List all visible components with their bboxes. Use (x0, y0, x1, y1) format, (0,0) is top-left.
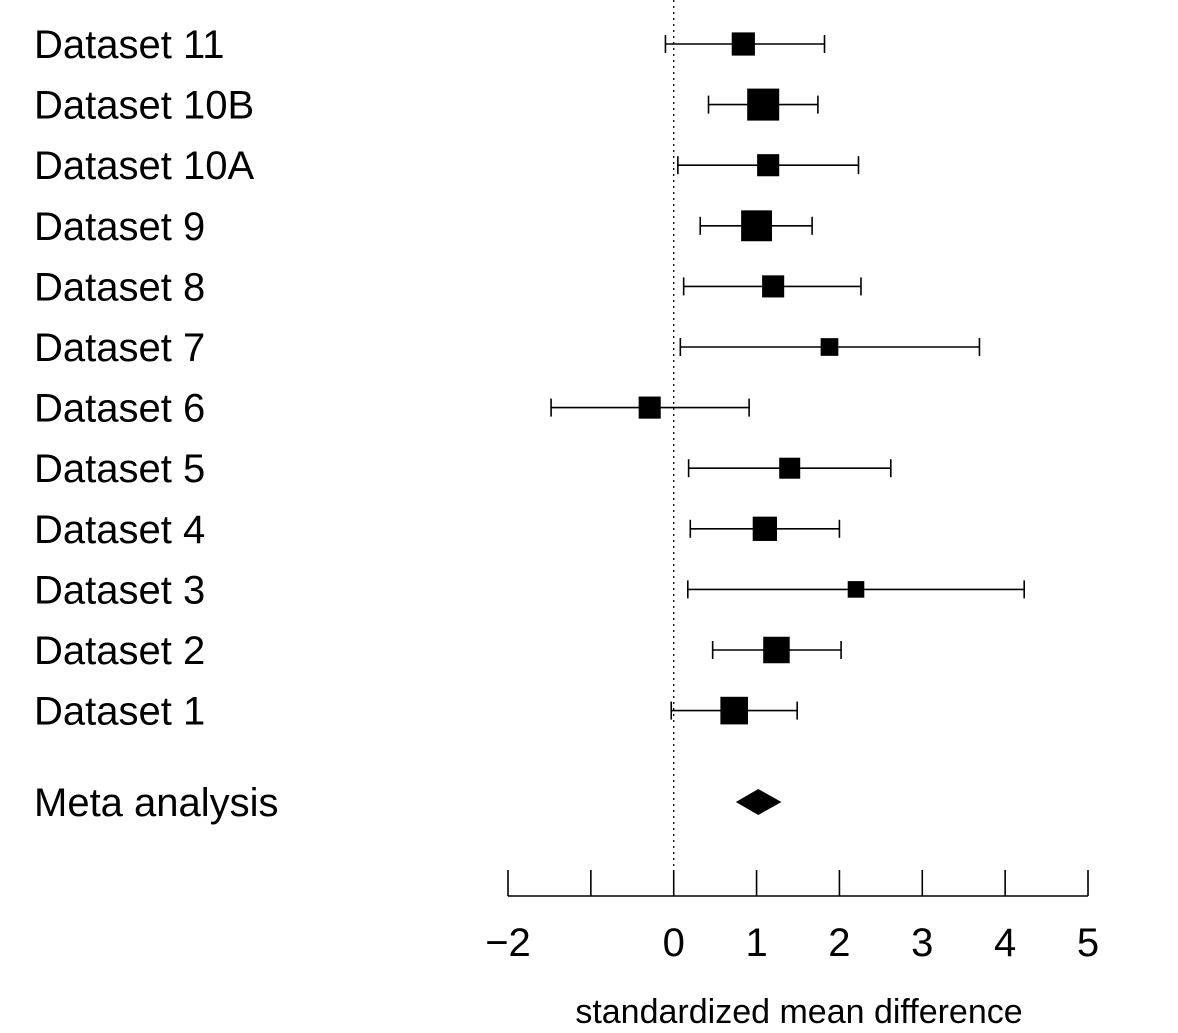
x-axis: −2 0 1 2 3 4 5 (485, 870, 1099, 965)
study-label: Dataset 5 (34, 447, 205, 491)
x-tick-label: −2 (485, 921, 531, 965)
point-estimate (720, 697, 748, 725)
study-row: Dataset 5 (34, 447, 891, 491)
study-row: Dataset 10B (34, 84, 818, 128)
point-estimate (757, 154, 779, 176)
point-estimate (639, 397, 661, 419)
study-row: Dataset 4 (34, 508, 839, 552)
point-estimate (732, 32, 755, 55)
meta-analysis-row: Meta analysis (34, 781, 781, 825)
study-row: Dataset 10A (34, 144, 858, 188)
study-label: Dataset 4 (34, 508, 205, 552)
study-row: Dataset 9 (34, 205, 812, 249)
study-rows: Dataset 11 Dataset 10B Dataset 10A Dataset … (34, 23, 1024, 734)
study-label: Dataset 6 (34, 387, 205, 431)
study-label: Dataset 10B (34, 84, 254, 128)
x-axis-title: standardized mean difference (575, 993, 1022, 1031)
point-estimate (747, 89, 779, 121)
study-row: Dataset 6 (34, 387, 749, 431)
study-row: Dataset 2 (34, 629, 841, 673)
study-row: Dataset 1 (34, 690, 797, 734)
study-label: Dataset 1 (34, 690, 205, 734)
point-estimate (762, 275, 784, 297)
summary-label: Meta analysis (34, 781, 279, 825)
summary-diamond (736, 789, 782, 815)
study-label: Dataset 11 (34, 23, 225, 67)
point-estimate (821, 338, 839, 356)
point-estimate (753, 517, 777, 541)
point-estimate (763, 637, 790, 664)
point-estimate (741, 210, 772, 241)
study-row: Dataset 8 (34, 265, 861, 309)
x-tick-label: 5 (1077, 921, 1099, 965)
x-tick-label: 4 (994, 921, 1016, 965)
x-tick-label: 0 (663, 921, 685, 965)
study-label: Dataset 10A (34, 144, 254, 188)
study-row: Dataset 3 (34, 568, 1024, 612)
study-label: Dataset 2 (34, 629, 205, 673)
study-label: Dataset 7 (34, 326, 205, 370)
x-tick-label: 1 (745, 921, 767, 965)
point-estimate (848, 581, 865, 598)
point-estimate (779, 458, 800, 479)
study-label: Dataset 8 (34, 265, 205, 309)
study-label: Dataset 9 (34, 205, 205, 249)
study-row: Dataset 11 (34, 23, 825, 67)
study-label: Dataset 3 (34, 568, 205, 612)
x-tick-label: 2 (828, 921, 850, 965)
x-tick-label: 3 (911, 921, 933, 965)
study-row: Dataset 7 (34, 326, 979, 370)
